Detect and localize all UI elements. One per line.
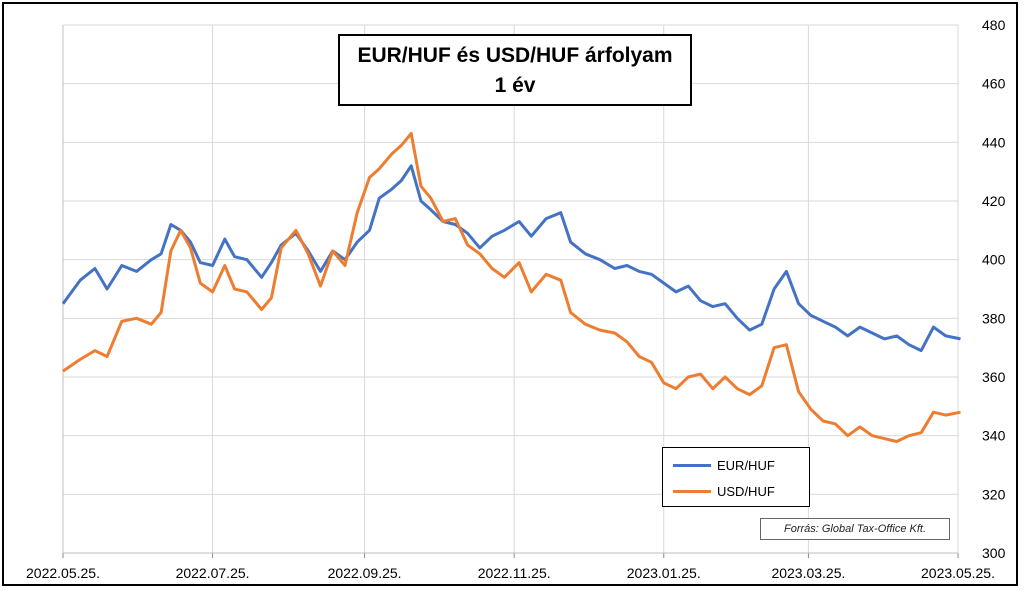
series-lines (61, 132, 961, 443)
y-tick-label: 300 (982, 545, 1006, 561)
legend-swatch-eur (673, 463, 711, 467)
legend-entry-usd: USD/HUF (673, 481, 775, 501)
legend-label-usd: USD/HUF (717, 483, 775, 499)
series-line-eur-huf (61, 164, 961, 353)
y-tick-label: 360 (982, 369, 1006, 385)
legend-entry-eur: EUR/HUF (673, 455, 775, 475)
y-axis-ticks: 300 320 340 360 380 400 420 440 460 480 (982, 17, 1006, 561)
chart-subtitle: 1 év (494, 74, 536, 97)
legend-label-eur: EUR/HUF (717, 457, 775, 473)
x-tick-label: 2023.03.25. (771, 565, 845, 581)
gridlines (62, 24, 959, 558)
y-tick-label: 480 (982, 17, 1006, 33)
y-tick-label: 340 (982, 428, 1006, 444)
x-tick-label: 2022.11.25. (478, 565, 551, 581)
source-note: Forrás: Global Tax-Office Kft. (760, 518, 950, 540)
legend-swatch-usd (673, 489, 711, 493)
chart-title: EUR/HUF és USD/HUF árfolyam (357, 44, 673, 67)
y-tick-label: 320 (982, 486, 1006, 502)
chart-title-box: EUR/HUF és USD/HUF árfolyam 1 év (338, 34, 692, 106)
x-tick-label: 2022.05.25. (26, 565, 100, 581)
y-tick-label: 440 (982, 134, 1006, 150)
x-axis-ticks: 2022.05.25. 2022.07.25. 2022.09.25. 2022.11… (26, 565, 995, 581)
x-tick-label: 2022.07.25. (176, 565, 250, 581)
y-tick-label: 400 (982, 252, 1006, 268)
x-tick-label: 2023.05.25. (921, 565, 995, 581)
y-tick-label: 420 (982, 193, 1006, 209)
x-tick-label: 2023.01.25. (627, 565, 701, 581)
y-tick-label: 380 (982, 310, 1006, 326)
series-line-usd-huf (62, 132, 961, 443)
legend: EUR/HUF USD/HUF (662, 447, 810, 507)
x-tick-label: 2022.09.25. (328, 565, 402, 581)
y-tick-label: 460 (982, 76, 1006, 92)
